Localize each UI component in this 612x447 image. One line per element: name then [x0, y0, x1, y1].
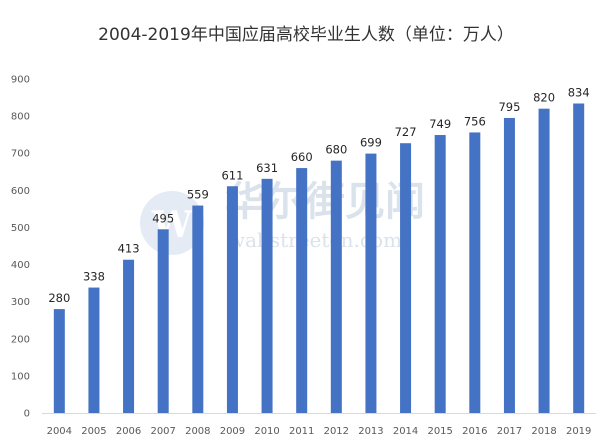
bar-2008	[192, 205, 204, 413]
x-tick-label: 2009	[220, 426, 245, 437]
x-tick-label: 2019	[566, 426, 591, 437]
x-tick-label: 2014	[393, 426, 418, 437]
data-label-2006: 413	[118, 242, 140, 256]
y-tick-label: 0	[24, 409, 30, 420]
y-tick-label: 800	[11, 112, 30, 123]
data-label-2013: 699	[360, 136, 382, 150]
y-tick-label: 200	[11, 334, 30, 345]
chart-title: 2004-2019年中国应届高校毕业生人数（单位：万人）	[98, 25, 514, 45]
bar-2012	[330, 160, 342, 413]
bar-2009	[226, 186, 238, 413]
y-tick-label: 500	[11, 223, 30, 234]
y-tick-label: 100	[11, 371, 30, 382]
bar-2019	[573, 103, 585, 413]
bar-2007	[157, 229, 169, 413]
bar-2015	[434, 135, 446, 413]
data-label-2007: 495	[152, 211, 174, 225]
data-label-2011: 660	[291, 150, 313, 164]
bar-2011	[296, 168, 308, 413]
y-tick-label: 300	[11, 297, 30, 308]
data-label-2010: 631	[256, 161, 278, 175]
bar-2016	[469, 132, 481, 413]
x-tick-label: 2004	[47, 426, 72, 437]
bar-2004	[53, 309, 65, 413]
x-tick-label: 2013	[358, 426, 383, 437]
watermark-text: 华尔街见闻	[225, 178, 425, 225]
x-tick-label: 2015	[427, 426, 452, 437]
bars	[53, 103, 585, 414]
data-label-2015: 749	[429, 117, 451, 131]
data-label-2012: 680	[325, 143, 347, 157]
bar-2017	[503, 117, 515, 413]
y-tick-label: 600	[11, 186, 30, 197]
watermark: W 华尔街见闻 wallstreetcn.com	[140, 178, 425, 255]
data-label-2018: 820	[533, 91, 555, 105]
data-label-2008: 559	[187, 188, 209, 202]
bar-2014	[400, 143, 412, 414]
bar-2010	[261, 178, 273, 413]
data-label-2016: 756	[464, 114, 486, 128]
x-tick-label: 2007	[150, 426, 175, 437]
data-label-2017: 795	[498, 100, 520, 114]
bar-2013	[365, 153, 377, 414]
bar-2005	[88, 287, 100, 413]
watermark-logo-circle	[140, 191, 204, 255]
data-label-2014: 727	[395, 125, 417, 139]
y-axis-labels: 0 100 200 300 400 500 600 700 800 900	[11, 75, 30, 420]
x-tick-label: 2012	[324, 426, 349, 437]
x-tick-label: 2005	[81, 426, 106, 437]
data-label-2005: 338	[83, 270, 105, 284]
x-tick-label: 2017	[497, 426, 522, 437]
data-label-2004: 280	[48, 291, 70, 305]
y-tick-label: 400	[11, 260, 30, 271]
data-labels: 280 338 413 495 559 611 631 660 680 699 727 749 756 7…	[48, 85, 589, 305]
y-tick-label: 900	[11, 75, 30, 86]
x-tick-label: 2010	[254, 426, 279, 437]
bar-2018	[538, 108, 550, 413]
data-label-2009: 611	[221, 168, 243, 182]
x-tick-label: 2008	[185, 426, 210, 437]
bar-2006	[123, 259, 135, 413]
x-tick-label: 2006	[116, 426, 141, 437]
data-label-2019: 834	[568, 85, 590, 99]
x-tick-label: 2018	[531, 426, 556, 437]
x-tick-label: 2016	[462, 426, 487, 437]
y-tick-label: 700	[11, 149, 30, 160]
x-tick-label: 2011	[289, 426, 314, 437]
x-axis-labels: 2004 2005 2006 2007 2008 2009 2010 2011 2012 2013…	[47, 426, 592, 437]
